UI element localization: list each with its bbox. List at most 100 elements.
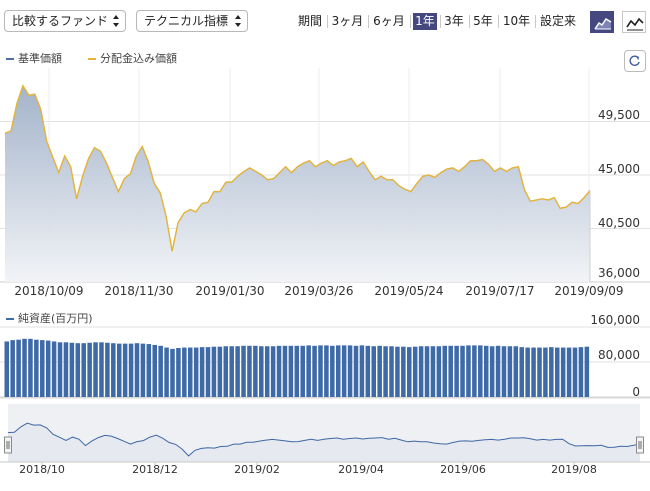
net-assets-bar: [51, 341, 57, 397]
net-assets-bar: [335, 345, 341, 398]
select-arrows-icon: [113, 15, 119, 27]
net-assets-bar: [105, 342, 110, 397]
net-assets-bar: [22, 338, 27, 397]
price-chart[interactable]: [0, 0, 650, 300]
technical-indicator-select[interactable]: テクニカル指標: [136, 10, 248, 32]
net-assets-bar: [395, 346, 400, 397]
navigator-handle-right[interactable]: [636, 436, 644, 454]
period-since-inception-button[interactable]: 設定来: [539, 14, 576, 28]
technical-indicator-select-label: テクニカル指標: [144, 14, 229, 28]
divider: [535, 15, 536, 28]
net-assets-bar: [99, 342, 104, 397]
net-assets-bar: [87, 342, 92, 397]
refresh-icon: [629, 55, 640, 66]
net-assets-bar: [324, 345, 329, 398]
period-label: 期間: [297, 14, 322, 28]
period-6m-button[interactable]: 6ヶ月: [373, 14, 405, 28]
divider: [440, 15, 441, 28]
period-3y-button[interactable]: 3年: [444, 14, 464, 28]
net-assets-bar: [460, 345, 465, 397]
legend-swatch: [88, 58, 96, 60]
net-assets-bar: [134, 343, 140, 397]
net-assets-bar: [554, 347, 560, 397]
net-assets-chart: [0, 326, 650, 398]
net-assets-bar: [365, 345, 371, 397]
net-assets-bar: [264, 346, 270, 397]
period-3m-button[interactable]: 3ヶ月: [331, 14, 364, 28]
period-5y-button[interactable]: 5年: [473, 14, 493, 28]
fund-compare-select[interactable]: 比較するファンド: [4, 10, 126, 32]
net-assets-bar: [270, 346, 276, 397]
x-tick-label: 2019/05/24: [374, 284, 444, 298]
line-chart-icon: [626, 17, 644, 31]
divider: [410, 15, 411, 28]
period-10y-button[interactable]: 10年: [502, 14, 531, 28]
net-assets-bar: [454, 345, 459, 397]
reset-zoom-button[interactable]: [624, 50, 646, 72]
net-assets-bar: [448, 345, 453, 397]
line-chart-button[interactable]: [622, 11, 646, 33]
net-assets-bar: [318, 345, 323, 398]
net-assets-bar: [247, 345, 252, 397]
net-assets-bar: [205, 347, 211, 398]
net-assets-bar: [229, 346, 234, 397]
net-assets-bar: [566, 347, 572, 397]
navigator-tick-label: 2019/02: [234, 463, 280, 476]
net-assets-bar: [122, 343, 128, 398]
navigator-area: [8, 423, 640, 462]
dividend-reinvested-line: [4, 84, 591, 252]
navigator-handle-left[interactable]: [4, 436, 12, 454]
navigator-line: [7, 422, 641, 457]
y-tick-label: 45,000: [598, 162, 640, 176]
net-assets-bar: [164, 347, 169, 397]
divider: [368, 15, 369, 28]
net-assets-bar: [152, 344, 157, 397]
net-assets-bar: [241, 345, 246, 397]
navigator-tick-label: 2018/10: [19, 463, 65, 476]
navigator-tick-label: 2019/08: [551, 463, 597, 476]
net-assets-bar: [199, 347, 205, 398]
net-assets-bar: [176, 348, 181, 397]
net-assets-bar: [182, 347, 187, 397]
net-assets-bar: [489, 346, 495, 397]
net-assets-bar: [418, 346, 424, 397]
legend-net-assets-label: 純資産(百万円): [18, 312, 93, 325]
navigator-tick-label: 2019/04: [338, 463, 384, 476]
net-assets-bar: [531, 347, 536, 397]
net-assets-bar: [371, 346, 377, 397]
net-assets-bar: [128, 343, 134, 398]
legend-swatch: [6, 318, 14, 320]
net-assets-bar: [253, 345, 258, 397]
net-assets-bar: [383, 346, 388, 397]
net-assets-bar: [543, 347, 548, 397]
y-tick-label: 160,000: [590, 313, 640, 327]
net-assets-bar: [170, 348, 175, 398]
net-assets-bar: [294, 345, 300, 397]
y-tick-label: 40,500: [598, 216, 640, 230]
net-assets-bar: [193, 347, 199, 397]
select-arrows-icon: [235, 15, 241, 27]
net-assets-bar: [483, 345, 489, 397]
net-assets-bar: [63, 342, 69, 397]
net-assets-bar: [276, 345, 282, 397]
net-assets-bar: [330, 345, 335, 397]
net-assets-bar: [187, 347, 193, 397]
net-assets-bar: [549, 347, 554, 398]
area-chart-button[interactable]: [590, 11, 614, 33]
net-assets-bar: [525, 347, 530, 397]
net-assets-bar: [353, 345, 359, 397]
divider: [498, 15, 499, 28]
net-assets-bar: [466, 345, 471, 398]
x-tick-label: 2019/07/17: [465, 284, 535, 298]
net-assets-bar: [235, 346, 240, 397]
net-assets-bar: [282, 345, 288, 397]
net-assets-bar: [158, 345, 163, 397]
divider: [327, 15, 328, 28]
period-1y-button[interactable]: 1年: [413, 13, 437, 30]
net-assets-bar: [359, 345, 365, 398]
net-assets-bar: [495, 345, 501, 397]
net-assets-bar: [341, 345, 347, 398]
base-price-area: [5, 85, 590, 282]
y-tick-label: 80,000: [598, 348, 640, 362]
